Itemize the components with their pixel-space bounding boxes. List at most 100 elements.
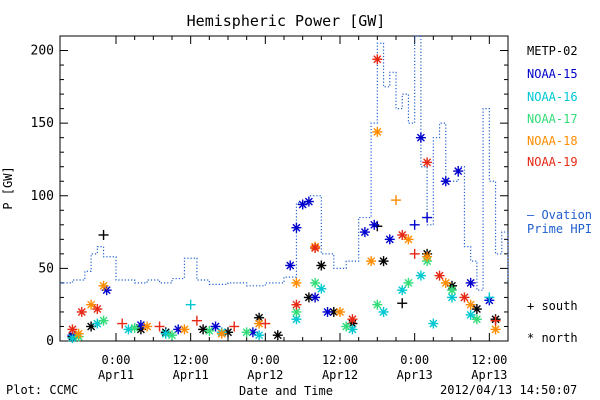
point-noaa-17-north [98,315,109,326]
star-marker-d2 [472,305,481,314]
point-noaa-16-north [160,328,171,339]
point-metp-02-south [397,298,408,309]
star-marker-d2 [292,278,301,287]
point-noaa-15-north [291,222,302,233]
point-noaa-18-north [142,321,153,332]
star-marker-d2 [99,316,108,325]
star-marker-d2 [199,325,208,334]
data-points [67,54,501,344]
x-tick-label-time: 12:00 [322,353,358,367]
point-metp-02-north [223,327,233,338]
point-noaa-17-north [310,277,321,288]
ovation-series [60,35,509,291]
star-marker-d2 [448,293,456,302]
star-marker-d2 [68,334,77,343]
point-noaa-19-north [397,229,408,240]
star-marker-d2 [379,307,388,316]
point-noaa-17-north [204,325,215,336]
star-marker-d2 [329,307,338,316]
point-noaa-19-north [310,243,321,254]
point-noaa-16-north [397,285,408,296]
star-marker-d2 [168,331,176,340]
y-tick-label: 100 [31,189,54,204]
y-axis: 0 50 100 150 200 [31,35,508,349]
star-marker-d2 [273,331,282,340]
x-axis: 0:00Apr1112:00Apr110:00Apr1212:00Apr120:… [98,36,509,382]
footer-credit: Plot: CCMC [6,383,79,397]
point-noaa-19-north [92,304,103,315]
star-marker-d2 [441,177,450,186]
point-noaa-19-north [347,314,358,325]
star-marker-d2 [416,271,425,280]
star-marker-d2 [360,228,369,237]
point-metp-02-north [471,304,482,315]
point-noaa-18-north [179,324,190,335]
x-tick-label-time: 0:00 [251,353,280,367]
star-marker-d2 [292,315,301,324]
star-marker-d2 [161,329,170,338]
legend-item-noaa-17: NOAA-17 [527,112,578,126]
point-noaa-17-north [471,314,482,325]
star-marker-d2 [336,307,344,316]
legend-item-noaa-15: NOAA-15 [527,67,578,81]
point-noaa-16-north [254,330,265,341]
plot-frame [59,35,509,342]
star-marker-d2 [255,331,264,340]
star-marker-d2 [460,293,469,302]
point-noaa-15-north [210,321,221,332]
star-marker-d2 [441,278,450,287]
point-noaa-19-south [117,318,128,329]
star-marker-d2 [370,220,379,229]
x-tick-label-time: 12:00 [471,353,507,367]
point-noaa-16-south [185,299,196,310]
star-marker-d2 [317,261,326,270]
star-marker-d2 [311,278,320,287]
point-metp-02-north [378,256,389,267]
chart-title: Hemispheric Power [GW] [187,12,386,30]
point-noaa-15-north [453,166,464,177]
point-noaa-16-north [316,283,327,294]
star-marker-d2 [435,271,444,280]
point-metp-02-north [254,312,265,323]
legend: METP-02 NOAA-15 NOAA-16 NOAA-17 NOAA-18 … [527,44,592,345]
star-marker-d2 [124,325,133,334]
star-marker-d2 [77,307,86,316]
point-noaa-16-north [123,324,134,335]
star-marker-d2 [379,257,388,266]
point-noaa-16-north [67,333,78,344]
star-marker-d2 [224,328,232,337]
point-noaa-17-north [447,285,457,296]
star-marker-d2 [130,323,139,332]
star-marker-d2 [304,197,313,206]
footer-timestamp: 2012/04/13 14:50:07 [440,383,578,397]
star-marker-d2 [87,300,96,309]
point-noaa-18-north [98,280,109,291]
legend-item-noaa-19: NOAA-19 [527,155,578,169]
x-tick-label-time: 12:00 [173,353,209,367]
star-marker-d2 [404,235,413,244]
point-metp-02-north [303,292,314,303]
x-tick-label-time: 0:00 [400,353,429,367]
star-marker-d2 [292,300,301,309]
star-marker-d2 [398,286,407,295]
star-marker-d2 [348,325,357,334]
legend-ovation-line1: – Ovation [527,208,592,222]
point-noaa-16-north [415,270,426,281]
point-noaa-15-south [409,219,420,230]
point-noaa-18-north [372,126,383,137]
point-metp-02-south [98,229,109,240]
point-noaa-15-north [465,277,476,288]
legend-item-metp-02: METP-02 [527,44,578,58]
ovation-hpi-line [60,35,509,291]
star-marker-d2 [174,325,183,334]
y-tick-label: 150 [31,116,54,131]
star-marker-d2 [466,300,475,309]
star-marker-d2 [385,235,394,244]
star-marker-d2 [323,307,332,316]
star-marker-d2 [286,261,295,270]
star-marker-d2 [342,322,351,331]
point-noaa-19-south [490,315,501,326]
x-tick-label-date: Apr13 [471,368,507,382]
point-metp-02-north [316,260,327,271]
legend-south-marker: + south [527,299,578,313]
